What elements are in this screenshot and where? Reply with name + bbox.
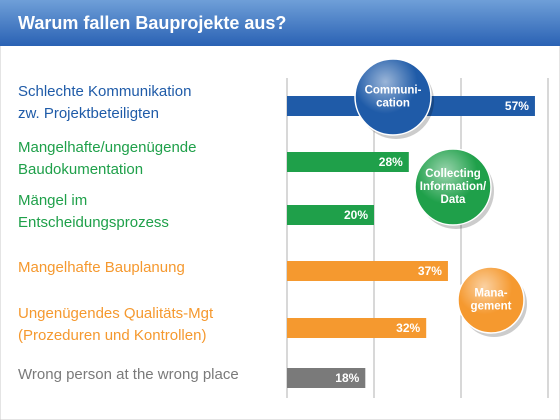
bubble-gloss [415,149,491,225]
bubble-label: Information/ [420,181,487,193]
bubble-label: Collecting [425,168,481,180]
category-label: zw. Projektbeteiligten [18,105,159,122]
category-label: Baudokumentation [18,161,143,178]
bar [287,318,427,338]
bubble-label: Data [441,194,467,206]
bubble-gloss [458,267,524,333]
category-label: Entscheidungsprozess [18,214,169,231]
value-label: 37% [418,264,442,278]
category-label: Schlechte Kommunikation [18,83,191,100]
value-label: 20% [344,208,368,222]
category-label: Mangelhafte Bauplanung [18,259,185,276]
bubble-gloss [355,59,431,135]
title-bar [0,0,560,46]
bubble-label: Communi- [365,85,422,97]
bubble-label: gement [471,301,512,313]
value-label: 57% [505,99,529,113]
bar [287,261,448,281]
category-label: (Prozeduren und Kontrollen) [18,327,206,344]
category-label: Mangelhafte/ungenügende [18,139,197,156]
bar [287,152,409,172]
bar [287,368,366,388]
category-label: Mängel im [18,192,87,209]
bar [287,205,374,225]
value-label: 28% [379,155,403,169]
value-label: 32% [396,321,420,335]
bubble-label: Mana- [474,288,507,300]
bubble-label: cation [376,98,410,110]
category-label: Ungenügendes Qualitäts-Mgt [18,305,214,322]
category-label: Wrong person at the wrong place [18,366,239,383]
value-label: 18% [335,371,359,385]
chart-title: Warum fallen Bauprojekte aus? [18,13,286,33]
